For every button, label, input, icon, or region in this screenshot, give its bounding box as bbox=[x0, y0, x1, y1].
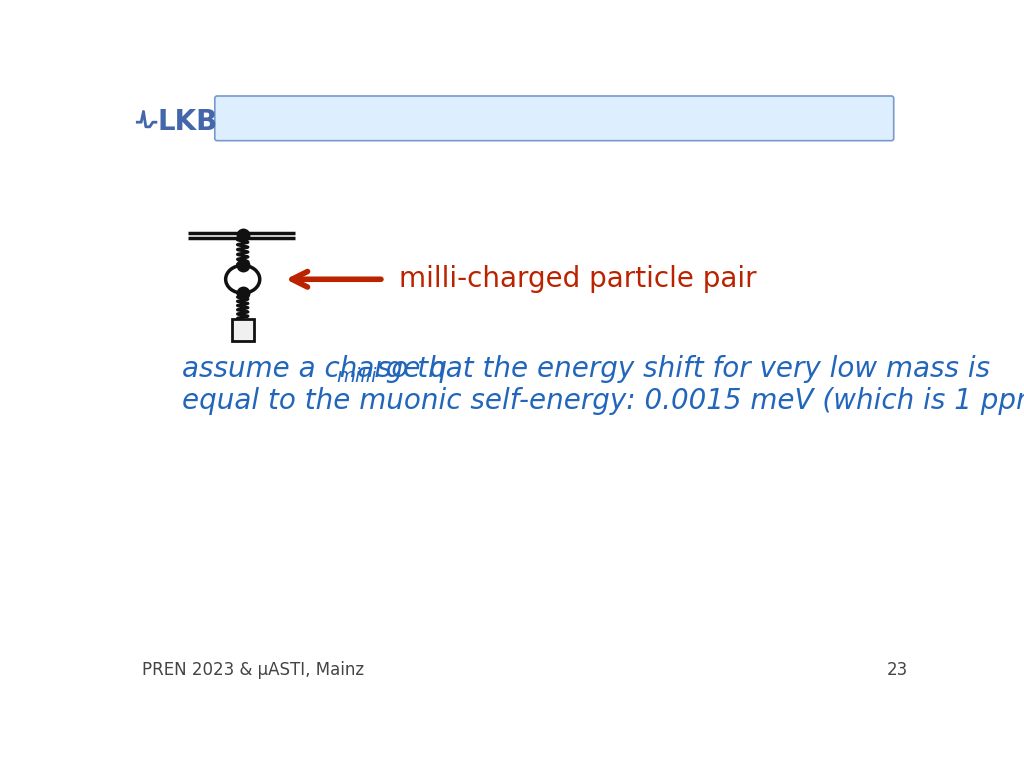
Text: milli: milli bbox=[337, 366, 377, 386]
Text: LKB: LKB bbox=[158, 108, 218, 136]
FancyBboxPatch shape bbox=[215, 96, 894, 141]
Text: equal to the muonic self-energy: 0.0015 meV (which is 1 ppm of the total energy: equal to the muonic self-energy: 0.0015 … bbox=[182, 387, 1024, 415]
Text: 23: 23 bbox=[887, 660, 907, 679]
Text: assume a charge q: assume a charge q bbox=[182, 355, 447, 383]
Text: milli-charged particle pair: milli-charged particle pair bbox=[399, 265, 757, 293]
Bar bbox=[231, 319, 254, 341]
Text: PREN 2023 & μASTI, Mainz: PREN 2023 & μASTI, Mainz bbox=[142, 660, 365, 679]
Text: so that the energy shift for very low mass is: so that the energy shift for very low ma… bbox=[369, 355, 990, 383]
